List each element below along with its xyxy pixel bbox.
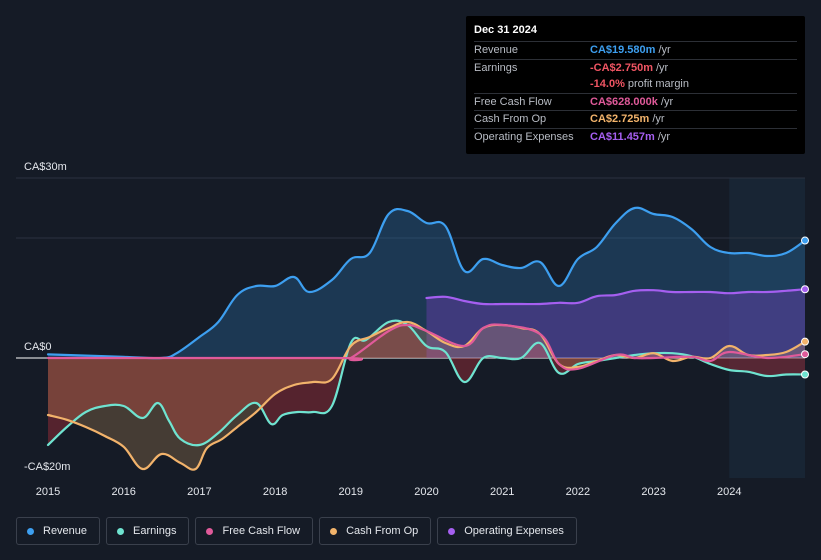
legend-label: Free Cash Flow <box>222 525 301 537</box>
y-axis-label: CA$30m <box>24 161 67 173</box>
tooltip-value: CA$628.000k <box>590 95 658 108</box>
free-cash-flow-line <box>46 323 807 371</box>
tooltip-unit: profit margin <box>627 78 689 91</box>
legend-item-earnings[interactable]: Earnings <box>106 517 190 545</box>
free-cash-flow-end-point <box>801 350 809 359</box>
legend-dot-icon <box>117 527 125 535</box>
tooltip-row-revenue: Revenue CA$19.580m /yr <box>474 41 797 59</box>
legend-dot-icon <box>448 527 456 535</box>
tooltip-unit: /yr <box>655 61 669 74</box>
legend-item-operating-expenses[interactable]: Operating Expenses <box>437 517 577 545</box>
legend: Revenue Earnings Free Cash Flow Cash Fro… <box>16 517 577 545</box>
forecast-highlight-band <box>729 178 805 478</box>
tooltip-unit: /yr <box>652 113 665 126</box>
legend-label: Revenue <box>43 525 88 537</box>
tooltip-row-free-cash-flow: Free Cash Flow CA$628.000k /yr <box>474 92 797 111</box>
tooltip-unit: /yr <box>658 44 671 57</box>
legend-item-revenue[interactable]: Revenue <box>16 517 101 545</box>
operating-expenses-area <box>426 289 805 358</box>
tooltip-label: Earnings <box>474 61 518 74</box>
legend-label: Operating Expenses <box>464 525 564 537</box>
x-tick-label: 2019 <box>339 486 363 498</box>
x-tick-label: 2020 <box>414 486 438 498</box>
tooltip-row-operating-expenses: Operating Expenses CA$11.457m /yr <box>474 127 797 146</box>
y-axis-label: CA$0 <box>24 341 52 353</box>
cash-from-op-end-point <box>801 337 809 346</box>
tooltip-unit: /yr <box>657 130 671 143</box>
x-tick-label: 2015 <box>36 486 60 498</box>
tooltip-value: CA$11.457m <box>590 130 655 143</box>
legend-item-free-cash-flow[interactable]: Free Cash Flow <box>195 517 314 545</box>
legend-label: Cash From Op <box>346 525 419 537</box>
operating-expenses-end-point <box>801 285 809 294</box>
x-tick-label: 2023 <box>641 486 665 498</box>
legend-dot-icon <box>330 527 338 535</box>
y-axis-labels: CA$30m CA$0 -CA$20m <box>24 161 70 473</box>
legend-label: Earnings <box>133 525 177 537</box>
tooltip-panel: Dec 31 2024 Revenue CA$19.580m /yr Earni… <box>466 16 805 154</box>
revenue-end-point <box>801 236 809 245</box>
tooltip-row-earnings: Earnings -CA$2.750m /yr <box>474 58 797 77</box>
operating-expenses-line <box>425 288 807 306</box>
x-tick-label: 2018 <box>263 486 287 498</box>
earnings-end-point <box>801 370 809 379</box>
x-tick-label: 2021 <box>490 486 514 498</box>
revenue-line <box>46 206 807 360</box>
tooltip-value: -14.0% <box>590 78 625 91</box>
tooltip-row-cash-from-op: Cash From Op CA$2.725m /yr <box>474 110 797 128</box>
tooltip-label: Free Cash Flow <box>474 95 552 108</box>
tooltip-value: CA$2.725m <box>590 113 650 126</box>
tooltip-value: CA$19.580m <box>590 44 656 57</box>
legend-dot-icon <box>206 527 214 535</box>
tooltip-label: Revenue <box>474 44 519 57</box>
legend-item-cash-from-op[interactable]: Cash From Op <box>319 517 432 545</box>
tooltip-value: -CA$2.750m <box>590 61 653 74</box>
y-axis-label: -CA$20m <box>24 461 70 473</box>
x-tick-label: 2017 <box>187 486 211 498</box>
series-areas <box>48 207 805 470</box>
x-tick-label: 2024 <box>717 486 741 498</box>
tooltip-label: Operating Expenses <box>474 130 574 143</box>
tooltip-date: Dec 31 2024 <box>474 24 537 36</box>
legend-dot-icon <box>27 527 34 535</box>
tooltip-row-profit-margin: -14.0% profit margin <box>474 76 797 93</box>
x-tick-label: 2016 <box>111 486 135 498</box>
revenue-area <box>48 207 805 359</box>
series-lines <box>46 206 807 471</box>
x-tick-label: 2022 <box>566 486 590 498</box>
x-axis-ticks: 2015 2016 2017 2018 2019 2020 2021 2022 2023 2024 <box>36 486 742 498</box>
tooltip-unit: /yr <box>660 95 674 108</box>
tooltip-label: Cash From Op <box>474 113 547 126</box>
cash-from-op-line <box>46 320 807 471</box>
series-end-dots <box>801 236 809 379</box>
